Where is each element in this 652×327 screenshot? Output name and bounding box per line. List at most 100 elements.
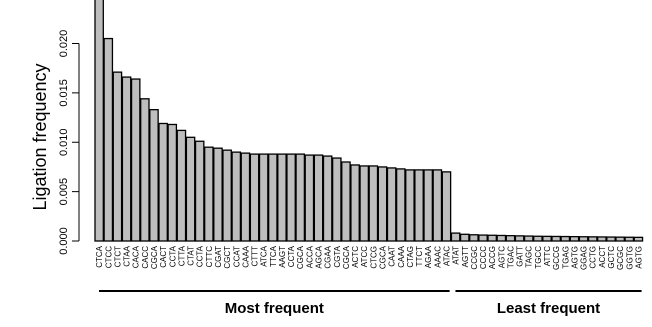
x-tick-label: CCCC [479,246,488,269]
x-tick-label: AGAA [424,245,433,268]
x-tick-label: CTAG [406,246,415,268]
x-tick-label: CGCA [150,245,159,269]
group-label: Most frequent [225,300,324,317]
bar-cgct [222,149,232,242]
bar-ctcc [103,37,114,242]
x-tick-label: GCCG [552,246,561,270]
x-tick-label: ATCC [360,246,369,267]
x-tick-label: CTTT [251,246,260,267]
bar-cttc [204,146,214,242]
x-tick-label: CTCT [113,246,122,267]
x-tick-label: AGTG [570,246,579,269]
bar-caat [386,167,397,242]
bar-acca [304,154,315,242]
bar-tgcc [533,235,543,242]
bar-agca [313,154,324,242]
bar-gccg [551,235,561,242]
bar-atca [258,153,269,242]
x-tick-label: ATAC [442,246,451,266]
x-tick-label: CGCA [378,245,387,269]
x-tick-label: CTAA [123,245,132,266]
x-tick-label: CTTA [177,245,186,266]
bar-agtg [569,236,580,242]
bar-ccat [231,151,242,242]
bar-cctg [587,236,598,242]
bar-agaa [423,169,433,242]
x-tick-label: TGCC [534,246,543,269]
bar-ttca [268,153,278,242]
x-tick-label: CAAA [241,245,250,267]
x-tick-label: GGAG [580,246,589,270]
x-tick-label: CACA [132,245,141,268]
bar-cgca [341,161,351,242]
bar-cgta [331,157,342,242]
bar-atac [441,171,452,242]
bar-ctat [185,136,196,242]
bar-caaa [395,168,406,242]
bar-tagc [523,235,534,242]
bar-ccta [286,153,296,242]
bar-agtg [633,236,644,242]
bar-tgac [505,235,516,242]
bar-aagt [277,153,287,242]
x-tick-label: CGAT [214,246,223,268]
bar-cgca [295,153,306,242]
bar-atcc [359,165,370,242]
x-tick-label: CAAT [388,246,397,267]
x-tick-label: TTCT [415,246,424,267]
bar-atat [450,232,461,242]
x-tick-label: CCTA [287,245,296,267]
bar-cgca [149,109,159,242]
x-tick-label: ATTC [543,246,552,267]
x-tick-label: CTCC [104,246,113,268]
x-tick-label: TGAC [506,246,515,268]
bar-ccta [167,123,178,242]
bar-attc [542,235,552,242]
bar-agtc [496,234,507,242]
x-tick-label: TTCA [269,245,278,267]
bar-cact [158,122,168,242]
x-tick-label: CGTA [333,245,342,267]
bar-cgat [213,147,223,242]
bar-ctct [112,71,123,242]
x-tick-label: AGCA [315,245,324,268]
bar-ggag [578,236,589,242]
x-tick-label: ACCA [305,245,314,268]
x-tick-label: TGAG [561,246,570,269]
y-tick-label: 0.000 [58,227,70,255]
bar-gcgc [615,236,625,242]
bar-ctaa [121,76,132,242]
group-brackets: Most frequent Least frequent [99,290,642,317]
bar-ctta [176,129,187,242]
bars-group [94,0,644,242]
x-tick-label: CTAT [187,246,196,266]
x-tick-label: CCTA [196,245,205,267]
x-tick-label: TAGC [525,246,534,268]
bar-actc [350,164,360,242]
bar-tgag [560,235,571,242]
bar-gctc [606,236,616,242]
x-tick-label: AGTC [497,246,506,268]
x-tick-label: GATT [516,246,525,267]
bar-ttct [414,169,424,242]
x-tick-label: CCGC [470,246,479,270]
bar-cttt [249,153,260,242]
x-tick-label: CTCG [369,246,378,269]
x-tick-label: GCTC [607,246,616,269]
x-tick-label: ACTC [351,246,360,268]
x-tick-label: ATAT [452,246,461,265]
x-tick-label: AGTG [634,246,643,269]
bar-ctca [94,0,104,242]
x-tick-label: CCTA [168,245,177,267]
y-axis: 0.000 0.005 0.010 0.015 0.020 [58,30,80,255]
bar-ccgc [469,234,479,242]
bar-gatt [514,235,525,242]
bar-aaac [432,169,443,242]
bar-accg [487,234,497,242]
x-tick-label: ATCA [260,245,269,266]
x-tick-label: CCTG [589,246,598,269]
bar-acct [597,236,607,242]
bar-agtt [459,233,470,242]
x-tick-label: CCAT [232,246,241,267]
